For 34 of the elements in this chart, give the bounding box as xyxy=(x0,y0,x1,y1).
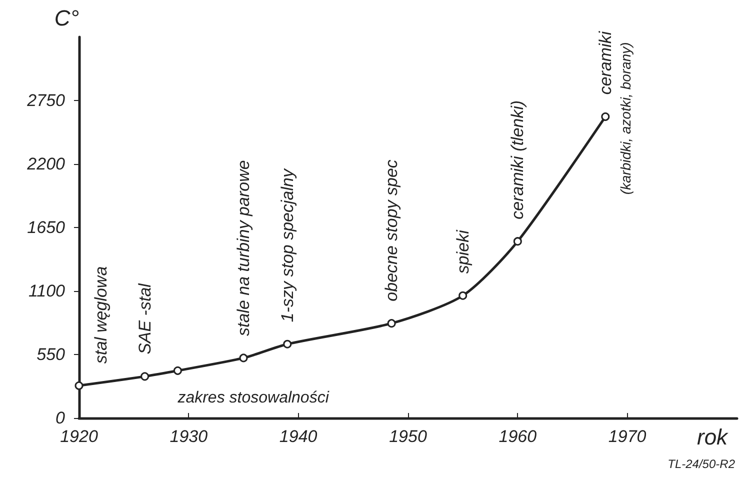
x-tick-label: 1930 xyxy=(170,427,208,446)
y-tick-label: 1100 xyxy=(28,282,66,300)
x-tick-label: 1960 xyxy=(498,427,538,446)
annotation: ceramiki (tlenki) xyxy=(508,100,528,220)
y-tick-label: 1650 xyxy=(27,218,66,237)
text: TL-24/50-R2 xyxy=(668,457,736,471)
annotation: stal węglowa xyxy=(92,266,110,364)
point xyxy=(74,381,84,390)
point xyxy=(601,112,610,121)
point xyxy=(387,319,396,328)
y-tick-label: 0 xyxy=(56,408,66,428)
annotation: obecne stopy spec xyxy=(382,159,402,302)
x-tick-label: 1920 xyxy=(60,427,98,446)
point xyxy=(283,340,292,348)
annotation: ceramiki xyxy=(596,30,615,95)
y-tick-label: 550 xyxy=(36,345,66,364)
point xyxy=(173,366,182,375)
y-tick-label: 2200 xyxy=(26,154,66,174)
annotation: spieki xyxy=(453,228,472,274)
point xyxy=(458,291,468,300)
point xyxy=(513,237,522,246)
annotation: SAE -stal xyxy=(135,282,154,354)
x-tick-label: 1970 xyxy=(608,427,647,446)
y-tick-label: 2750 xyxy=(26,91,66,110)
point xyxy=(140,372,150,381)
x-tick-label: 1940 xyxy=(279,427,318,446)
x-axis-title: rok xyxy=(697,424,729,450)
annotation: (karbidki, azotki, borany) xyxy=(617,42,634,195)
x-tick-label: 1950 xyxy=(389,427,428,446)
point xyxy=(239,354,248,362)
annotation: 1-szy stop specjalny xyxy=(278,168,297,322)
annotation: zakres stosowalności xyxy=(176,390,330,406)
y-axis-title: C° xyxy=(54,6,80,30)
annotation: stale na turbiny parowe xyxy=(234,160,253,336)
